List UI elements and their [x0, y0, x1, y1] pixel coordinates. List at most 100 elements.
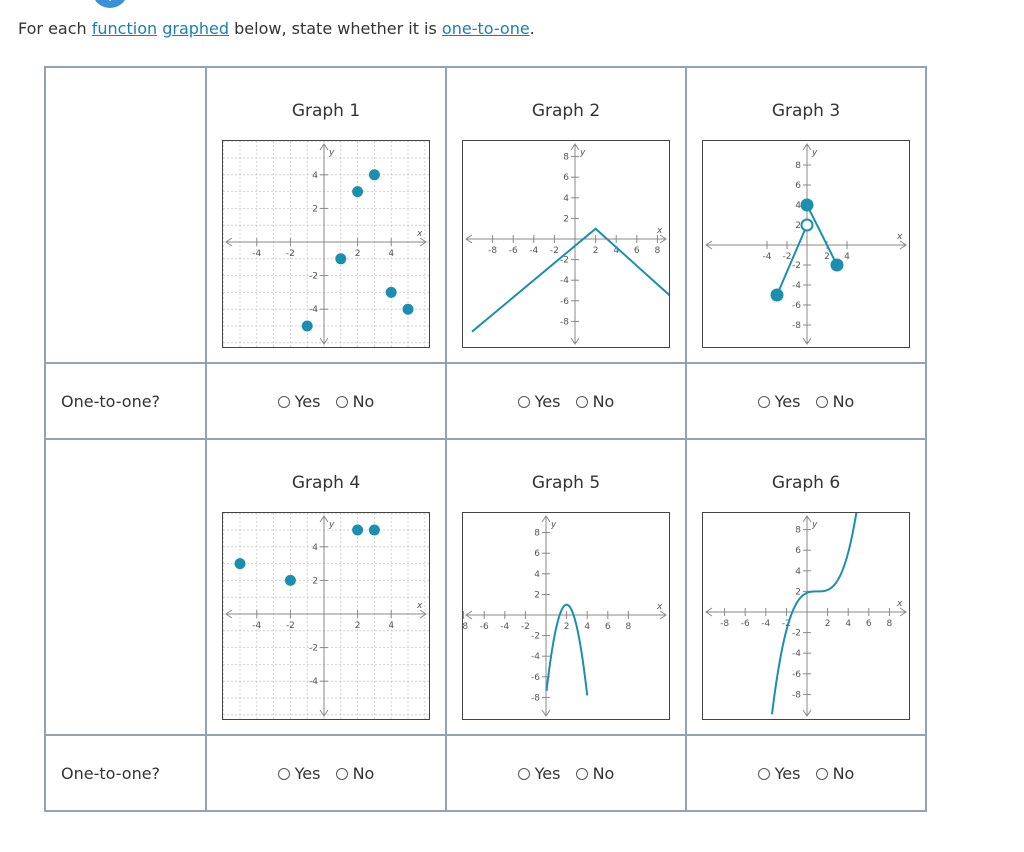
y-axis-arrow-icon: [541, 709, 551, 717]
yes-label: Yes: [534, 391, 561, 411]
radio-circle-icon[interactable]: [757, 767, 770, 780]
y-axis-arrow-icon: [319, 143, 329, 151]
radio-circle-icon[interactable]: [757, 395, 770, 408]
x-axis-arrow-icon: [659, 610, 667, 620]
graph-1-yes-radio[interactable]: Yes: [277, 391, 321, 411]
graph-4-plot: x y -4 -2 2 4 4 2 -2 -4: [222, 512, 430, 720]
y-tick-label: -4: [792, 649, 801, 659]
function-link[interactable]: function: [91, 19, 158, 38]
x-tick-label: -2: [783, 252, 792, 262]
radio-circle-icon[interactable]: [575, 767, 588, 780]
no-label: No: [352, 391, 375, 411]
radio-circle-icon[interactable]: [335, 395, 348, 408]
y-tick-label: 4: [795, 201, 801, 211]
graph-3-plot: x y -4 -2 2 4 8 6 4 2 -2 -4 -6 -8: [702, 140, 910, 348]
graph-5-no-radio[interactable]: No: [575, 763, 615, 783]
empty-label-cell: [44, 438, 207, 736]
graph-title: Graph 5: [531, 473, 601, 493]
x-tick-label: -6: [741, 619, 750, 629]
x-tick-label: -4: [252, 249, 261, 259]
data-point: [402, 303, 414, 315]
collapse-chevron-icon[interactable]: [88, 0, 132, 8]
graph-6-no-radio[interactable]: No: [815, 764, 854, 783]
x-axis-arrow-icon: [419, 609, 427, 619]
graph-3-yes-radio[interactable]: Yes: [757, 391, 801, 411]
radio-circle-icon[interactable]: [277, 395, 290, 408]
graphed-link[interactable]: graphed: [162, 19, 230, 38]
answer-cell-2: Yes No: [445, 362, 687, 440]
x-tick-label: 2: [825, 619, 831, 629]
x-axis-arrow-icon: [705, 607, 713, 617]
x-axis-arrow-icon: [465, 234, 473, 244]
y-axis-arrow-icon: [802, 143, 812, 151]
y-tick-label: 4: [312, 543, 318, 553]
x-axis-label: x: [416, 229, 423, 239]
graph-cell-3: Graph 3 x y -4 -2 2 4 8 6 4 2 -2 -4 -6 -8: [685, 66, 927, 364]
y-tick-label: -4: [792, 281, 801, 291]
no-label: No: [832, 391, 855, 411]
y-tick-label: -2: [309, 272, 318, 282]
graph-3-no-radio[interactable]: No: [815, 391, 855, 411]
empty-label-cell: [44, 66, 207, 364]
one-to-one-link[interactable]: one-to-one: [441, 19, 530, 38]
x-tick-label: -8: [720, 619, 729, 629]
x-tick-label: 4: [388, 249, 394, 259]
x-tick-label: 2: [355, 621, 361, 631]
radio-circle-icon[interactable]: [815, 395, 828, 408]
y-tick-label: 8: [795, 161, 801, 171]
y-axis-arrow-icon: [570, 337, 580, 345]
graph-cell-1: Graph 1 x y -4 -2 2 4 4 2 -2 -4: [205, 66, 447, 364]
yes-label: Yes: [774, 763, 801, 783]
y-axis-label: y: [328, 148, 335, 158]
answer-cell-6: Yes No: [685, 734, 927, 812]
yes-label: Yes: [294, 391, 321, 411]
x-tick-label: -2: [782, 619, 791, 629]
answer-cell-1: Yes No: [205, 362, 447, 440]
y-tick-label: -6: [792, 301, 801, 311]
y-tick-label: -6: [792, 670, 801, 680]
y-tick-label: 2: [795, 587, 801, 597]
x-tick-label: 4: [584, 622, 590, 632]
graph-cell-4: Graph 4 x y -4 -2 2 4 4 2 -2 -4: [205, 438, 447, 736]
y-tick-label: -8: [560, 317, 569, 327]
graph-curve: [770, 513, 858, 715]
y-tick-label: -2: [560, 256, 569, 266]
prompt-text: below, state whether it is: [229, 19, 442, 38]
radio-circle-icon[interactable]: [335, 767, 348, 780]
graph-2-yes-radio[interactable]: Yes: [517, 391, 561, 411]
radio-circle-icon[interactable]: [815, 767, 828, 780]
yes-label: Yes: [774, 391, 801, 411]
radio-circle-icon[interactable]: [277, 767, 290, 780]
graph-1-no-radio[interactable]: No: [335, 391, 375, 411]
answer-cell-4: Yes No: [205, 734, 447, 812]
x-axis-arrow-icon: [659, 234, 667, 244]
radio-circle-icon[interactable]: [517, 767, 530, 780]
graph-6-yes-radio[interactable]: Yes: [757, 763, 801, 783]
graph-4-no-radio[interactable]: No: [335, 764, 374, 783]
x-axis-arrow-icon: [705, 240, 713, 250]
x-tick-label: -2: [550, 246, 559, 256]
x-tick-label: -4: [252, 621, 261, 631]
data-point: [368, 524, 380, 536]
x-tick-label: -6: [480, 622, 489, 632]
x-tick-label: -8: [463, 622, 468, 632]
y-tick-label: 8: [563, 153, 569, 163]
closed-endpoint: [800, 198, 814, 212]
x-axis-arrow-icon: [419, 237, 427, 247]
graph-4-yes-radio[interactable]: Yes: [277, 764, 320, 783]
y-axis-label: y: [579, 148, 586, 158]
graph-5-yes-radio[interactable]: Yes: [517, 764, 560, 783]
x-tick-label: 4: [845, 619, 851, 629]
data-point: [335, 253, 347, 265]
radio-circle-icon[interactable]: [575, 395, 588, 408]
prompt-text: For each: [18, 19, 92, 38]
y-tick-label: 8: [795, 526, 801, 536]
y-axis-arrow-icon: [802, 337, 812, 345]
graph-2-no-radio[interactable]: No: [575, 392, 614, 411]
answer-cell-3: Yes No: [685, 362, 927, 440]
no-label: No: [592, 763, 615, 783]
radio-circle-icon[interactable]: [517, 395, 530, 408]
x-axis-arrow-icon: [225, 237, 233, 247]
y-axis-label: y: [328, 520, 335, 530]
x-tick-label: 2: [593, 246, 599, 256]
